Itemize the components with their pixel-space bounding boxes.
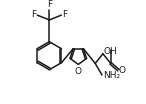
Text: F: F bbox=[47, 0, 52, 9]
Text: OH: OH bbox=[104, 48, 118, 56]
Text: O: O bbox=[75, 67, 82, 76]
Text: F: F bbox=[62, 10, 67, 19]
Text: NH₂: NH₂ bbox=[103, 71, 120, 80]
Text: O: O bbox=[119, 66, 126, 75]
Text: F: F bbox=[31, 10, 36, 19]
